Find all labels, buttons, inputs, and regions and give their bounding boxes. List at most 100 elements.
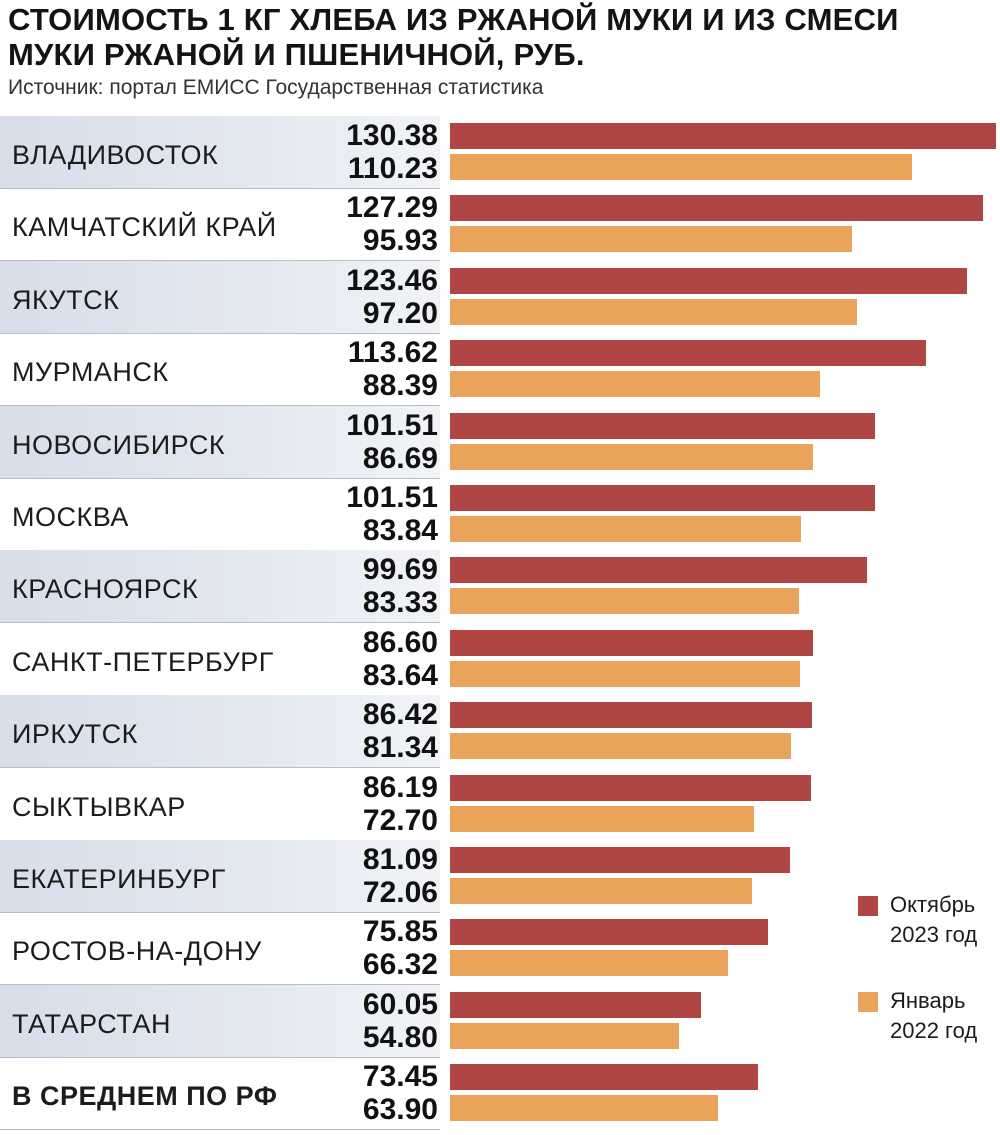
bar-oct-2023 bbox=[450, 267, 968, 294]
data-label-oct-2023: 127.29 bbox=[346, 191, 438, 225]
data-label-oct-2023: 113.62 bbox=[347, 336, 438, 370]
bar-jan-2022 bbox=[450, 805, 755, 832]
bar-jan-2022 bbox=[450, 371, 821, 398]
data-label-oct-2023: 101.51 bbox=[346, 481, 438, 514]
bar-jan-2022 bbox=[450, 1022, 680, 1049]
data-label-jan-2022: 83.33 bbox=[362, 586, 438, 620]
chart-title: СТОИМОСТЬ 1 КГ ХЛЕБА ИЗ РЖАНОЙ МУКИ И ИЗ… bbox=[8, 2, 899, 72]
data-label-jan-2022: 83.84 bbox=[362, 514, 438, 547]
category-label: МОСКВА bbox=[12, 502, 129, 532]
data-label-jan-2022: 88.39 bbox=[362, 369, 438, 403]
row-divider bbox=[0, 912, 440, 913]
row-background bbox=[0, 260, 440, 333]
bar-jan-2022 bbox=[450, 516, 802, 542]
category-label: ВЛАДИВОСТОК bbox=[12, 140, 219, 170]
chart-row: МОСКВА 101.51 83.84 bbox=[0, 478, 1000, 551]
data-label-jan-2022: 66.32 bbox=[362, 948, 438, 982]
data-label-oct-2023: 86.42 bbox=[362, 698, 438, 732]
category-label: ТАТАРСТАН bbox=[12, 1008, 172, 1039]
data-label-jan-2022: 54.80 bbox=[362, 1020, 438, 1054]
data-label-jan-2022: 72.06 bbox=[362, 876, 438, 909]
row-background bbox=[0, 984, 440, 1057]
category-label: КАМЧАТСКИЙ КРАЙ bbox=[12, 212, 277, 243]
legend-label-jan-2022: Январь 2022 год bbox=[890, 988, 978, 1043]
data-label-jan-2022: 81.34 bbox=[362, 731, 438, 765]
bar-jan-2022 bbox=[450, 154, 912, 180]
data-label-oct-2023: 123.46 bbox=[346, 263, 438, 297]
bar-oct-2023 bbox=[450, 340, 926, 367]
data-label-jan-2022: 95.93 bbox=[362, 224, 438, 258]
row-background bbox=[0, 695, 440, 768]
category-label: ЕКАТЕРИНБУРГ bbox=[12, 864, 226, 894]
chart-row: КАМЧАТСКИЙ КРАЙ 127.29 95.93 bbox=[0, 188, 1000, 262]
legend-label-oct-2023: Октябрь 2023 год bbox=[890, 892, 978, 947]
category-label: В СРЕДНЕМ ПО РФ bbox=[12, 1081, 278, 1112]
bar-jan-2022 bbox=[450, 733, 791, 760]
data-label-oct-2023: 60.05 bbox=[362, 987, 438, 1021]
bar-jan-2022 bbox=[450, 226, 852, 253]
row-divider bbox=[0, 1056, 440, 1058]
bar-oct-2023 bbox=[450, 195, 984, 222]
bar-oct-2023 bbox=[450, 774, 811, 801]
bar-oct-2023 bbox=[450, 1064, 758, 1091]
chart-row: ИРКУТСК 86.42 81.34 bbox=[0, 695, 1000, 769]
chart-row: В СРЕДНЕМ ПО РФ 73.45 63.90 bbox=[0, 1057, 1000, 1131]
bar-oct-2023 bbox=[450, 412, 876, 439]
data-label-oct-2023: 73.45 bbox=[362, 1060, 438, 1094]
bar-jan-2022 bbox=[450, 660, 801, 687]
data-label-oct-2023: 101.51 bbox=[346, 408, 438, 442]
chart-row: НОВОСИБИРСК 101.51 86.69 bbox=[0, 405, 1000, 479]
chart-row: ВЛАДИВОСТОК 130.38 110.23 bbox=[0, 116, 1000, 189]
bar-jan-2022 bbox=[450, 588, 799, 615]
data-label-jan-2022: 97.20 bbox=[362, 296, 438, 330]
row-background bbox=[0, 550, 440, 623]
bar-oct-2023 bbox=[450, 991, 702, 1018]
chart-row: САНКТ-ПЕТЕРБУРГ 86.60 83.64 bbox=[0, 623, 1000, 696]
data-label-jan-2022: 63.90 bbox=[362, 1093, 438, 1127]
bar-oct-2023 bbox=[450, 123, 996, 149]
bar-oct-2023 bbox=[450, 702, 812, 729]
bar-oct-2023 bbox=[450, 847, 790, 873]
row-divider bbox=[0, 622, 440, 624]
row-divider bbox=[0, 477, 440, 479]
category-label: РОСТОВ-НА-ДОНУ bbox=[12, 936, 262, 967]
chart-source: Источник: портал ЕМИСС Государственная с… bbox=[8, 76, 544, 99]
category-label: ИРКУТСК bbox=[12, 719, 138, 750]
bar-oct-2023 bbox=[450, 485, 876, 511]
data-label-oct-2023: 86.60 bbox=[362, 625, 438, 659]
data-label-jan-2022: 72.70 bbox=[362, 803, 438, 837]
bar-chart: ВЛАДИВОСТОК 130.38 110.23 КАМЧАТСКИЙ КРАЙ 12… bbox=[0, 116, 1000, 1131]
chart-row: ЕКАТЕРИНБУРГ 81.09 72.06 bbox=[0, 840, 1000, 913]
bar-jan-2022 bbox=[450, 878, 752, 904]
data-label-jan-2022: 110.23 bbox=[347, 152, 438, 185]
bar-jan-2022 bbox=[450, 950, 728, 977]
category-label: КРАСНОЯРСК bbox=[12, 574, 199, 605]
chart-row: СЫКТЫВКАР 86.19 72.70 bbox=[0, 768, 1000, 841]
category-label: МУРМАНСК bbox=[12, 357, 169, 388]
bar-jan-2022 bbox=[450, 1095, 718, 1122]
chart-row: ЯКУТСК 123.46 97.20 bbox=[0, 260, 1000, 334]
data-label-jan-2022: 83.64 bbox=[362, 658, 438, 692]
category-label: ЯКУТСК bbox=[12, 284, 120, 315]
data-label-oct-2023: 99.69 bbox=[362, 553, 438, 587]
row-divider bbox=[0, 767, 440, 769]
bar-oct-2023 bbox=[450, 557, 868, 584]
category-label: НОВОСИБИРСК bbox=[12, 429, 226, 460]
row-background bbox=[0, 840, 440, 912]
chart-row: КРАСНОЯРСК 99.69 83.33 bbox=[0, 550, 1000, 624]
row-background bbox=[0, 116, 440, 188]
row-background bbox=[0, 405, 440, 478]
bar-oct-2023 bbox=[450, 919, 768, 946]
chart-row: РОСТОВ-НА-ДОНУ 75.85 66.32 bbox=[0, 912, 1000, 986]
chart-row: ТАТАРСТАН 60.05 54.80 bbox=[0, 984, 1000, 1058]
category-label: СЫКТЫВКАР bbox=[12, 791, 186, 822]
data-label-oct-2023: 86.19 bbox=[362, 770, 438, 804]
bar-jan-2022 bbox=[450, 298, 858, 325]
data-label-oct-2023: 81.09 bbox=[362, 843, 438, 876]
bar-oct-2023 bbox=[450, 629, 813, 656]
legend-swatch-jan-2022 bbox=[858, 992, 878, 1012]
category-label: САНКТ-ПЕТЕРБУРГ bbox=[12, 646, 274, 677]
data-label-oct-2023: 75.85 bbox=[362, 915, 438, 949]
row-divider bbox=[0, 332, 440, 334]
legend-swatch-oct-2023 bbox=[858, 896, 878, 916]
